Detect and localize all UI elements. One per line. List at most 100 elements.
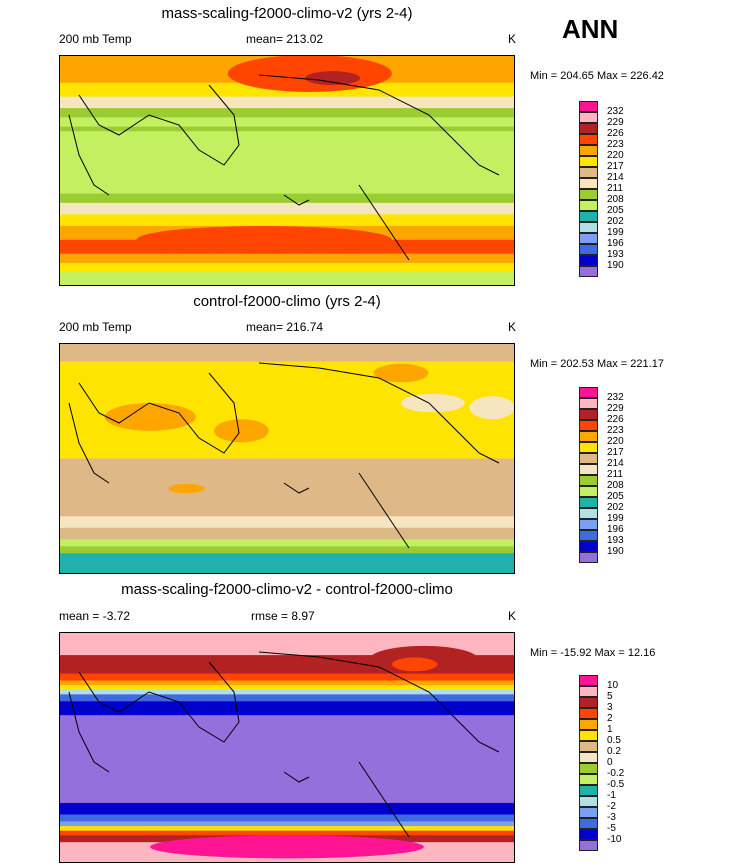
colorbar-swatch [579,840,598,851]
colorbar-swatch [579,708,598,719]
units-label: K [508,320,517,334]
colorbar-label: 229 [607,117,624,128]
contour-band [59,673,515,682]
colorbar-swatch [579,101,598,112]
colorbar-label: 1 [607,724,613,735]
colorbar-swatch [579,552,598,563]
colorbar-swatch [579,112,598,123]
colorbar-label: -5 [607,823,616,834]
colorbar-swatch [579,431,598,442]
contour-region [136,225,392,254]
contour-band [59,830,515,836]
coastline [258,651,500,753]
colorbar-swatch [579,675,598,686]
contour-band [59,193,515,204]
colorbar-label: 223 [607,425,624,436]
colorbar-label: 214 [607,458,624,469]
coastline [258,362,500,464]
colorbar-label: 211 [607,183,623,194]
colorbar-label: 226 [607,414,624,425]
contour-band [59,539,515,547]
colorbar-legend: 232 229 226 223 220 217 214 211 208 205 202 199 196 1… [579,101,624,277]
contour-band [59,821,515,827]
contour-region [150,835,424,859]
contour-region [469,396,515,420]
panel-left-label: 200 mb Temp [59,320,132,334]
colorbar-swatch [579,255,598,266]
contour-band [59,802,515,815]
panel-title: mass-scaling-f2000-climo-v2 - control-f2… [121,581,453,598]
colorbar-label: 220 [607,436,624,447]
colorbar-swatch [579,145,598,156]
colorbar-swatch [579,123,598,134]
contour-band [59,826,515,832]
colorbar-label: 232 [607,392,624,403]
min-max-label: Min = -15.92 Max = 12.16 [530,647,656,659]
contour-band [59,527,515,540]
contour-band [59,516,515,529]
colorbar-label: 0.2 [607,746,621,757]
colorbar-label: 3 [607,702,613,713]
min-max-label: Min = 204.65 Max = 226.42 [530,70,664,82]
colorbar-swatch [579,774,598,785]
colorbar-label: -2 [607,801,616,812]
contour-band [59,694,515,702]
colorbar-swatch [579,519,598,530]
contour-band [59,253,515,264]
colorbar-swatch [579,818,598,829]
colorbar-swatch [579,398,598,409]
colorbar-label: 220 [607,150,624,161]
units-label: K [508,609,517,623]
contour-band [59,553,515,574]
colorbar-label: 217 [607,161,624,172]
colorbar-swatch [579,719,598,730]
colorbar-label: 205 [607,491,624,502]
colorbar-label: 190 [607,546,624,557]
colorbar-label: 190 [607,260,624,271]
colorbar-swatch [579,200,598,211]
contour-band [59,853,515,863]
coastline [78,84,240,166]
contour-region [168,483,205,494]
coastline [283,482,310,494]
colorbar-label: 217 [607,447,624,458]
colorbar-label: -0.5 [607,779,625,790]
contour-map [59,55,515,286]
colorbar-label: 5 [607,691,613,702]
contour-band [59,214,515,227]
colorbar-label: 211 [607,469,623,480]
contour-band [59,685,515,691]
contour-band [59,96,515,109]
colorbar-label: 208 [607,480,624,491]
panel-left-label: mean = -3.72 [59,609,131,623]
colorbar-swatch [579,763,598,774]
contour-band [59,701,515,716]
colorbar-swatch [579,233,598,244]
colorbar-label: -3 [607,812,616,823]
contour-band [59,272,515,286]
contour-band [59,715,515,804]
colorbar-swatch [579,730,598,741]
colorbar-swatch [579,453,598,464]
colorbar-label: 193 [607,249,624,260]
colorbar-swatch [579,420,598,431]
colorbar-label: 199 [607,513,624,524]
coastline [78,372,240,454]
colorbar-swatch [579,785,598,796]
colorbar-label: 229 [607,403,624,414]
units-label: K [508,32,517,46]
panel-left-label: 200 mb Temp [59,32,132,46]
colorbar-label: 2 [607,713,613,724]
colorbar-label: 214 [607,172,624,183]
colorbar-label: 0 [607,757,613,768]
colorbar-label: 223 [607,139,624,150]
coastline [358,761,410,838]
contour-region [373,363,429,383]
contour-region [104,403,196,431]
colorbar-swatch [579,189,598,200]
colorbar-swatch [579,796,598,807]
coastline [78,661,240,743]
colorbar-swatch [579,211,598,222]
coastline [283,771,310,783]
colorbar-swatch [579,807,598,818]
